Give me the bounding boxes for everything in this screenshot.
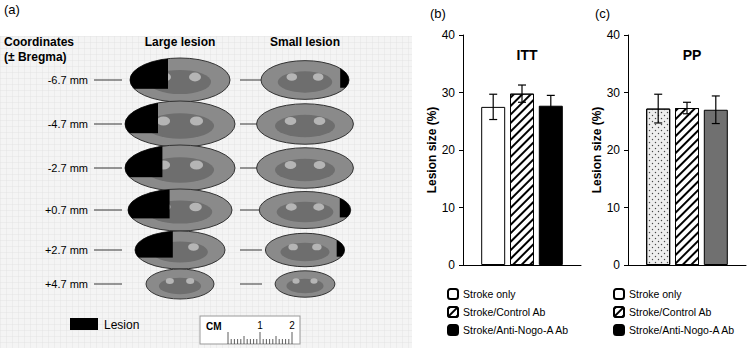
svg-text:10: 10: [607, 201, 621, 215]
svg-text:20: 20: [442, 143, 456, 157]
svg-text:+0.7 mm: +0.7 mm: [45, 204, 88, 216]
svg-text:2: 2: [289, 320, 295, 331]
svg-text:Stroke/Anti-Nogo-A Ab: Stroke/Anti-Nogo-A Ab: [629, 324, 734, 336]
svg-text:Stroke/Control Ab: Stroke/Control Ab: [463, 306, 545, 318]
svg-text:-2.7 mm: -2.7 mm: [48, 162, 88, 174]
svg-text:30: 30: [442, 86, 456, 100]
svg-text:Lesion: Lesion: [104, 318, 139, 332]
svg-text:Coordinates: Coordinates: [4, 35, 74, 49]
svg-text:30: 30: [607, 86, 621, 100]
svg-text:Large lesion: Large lesion: [145, 35, 216, 49]
svg-text:+2.7 mm: +2.7 mm: [45, 244, 88, 256]
svg-text:Lesion size (%): Lesion size (%): [590, 107, 604, 194]
svg-text:Stroke only: Stroke only: [463, 288, 516, 300]
svg-text:ITT: ITT: [517, 47, 538, 63]
svg-text:1: 1: [257, 320, 263, 331]
svg-text:Lesion size (%): Lesion size (%): [425, 107, 439, 194]
svg-text:Small lesion: Small lesion: [270, 35, 340, 49]
svg-text:Stroke only: Stroke only: [629, 288, 682, 300]
svg-text:-4.7 mm: -4.7 mm: [48, 118, 88, 130]
svg-text:(b): (b): [430, 6, 446, 21]
svg-text:40: 40: [442, 28, 456, 42]
svg-text:0: 0: [613, 258, 620, 272]
svg-text:0: 0: [448, 258, 455, 272]
svg-text:CM: CM: [206, 321, 222, 332]
svg-text:10: 10: [442, 201, 456, 215]
svg-text:-6.7 mm: -6.7 mm: [48, 74, 88, 86]
svg-text:40: 40: [607, 28, 621, 42]
svg-text:(c): (c): [595, 6, 610, 21]
svg-text:+4.7 mm: +4.7 mm: [45, 278, 88, 290]
svg-text:Stroke/Control Ab: Stroke/Control Ab: [629, 306, 711, 318]
svg-text:PP: PP: [683, 47, 702, 63]
svg-text:Stroke/Anti-Nogo-A Ab: Stroke/Anti-Nogo-A Ab: [463, 324, 568, 336]
svg-text:20: 20: [607, 143, 621, 157]
svg-text:(a): (a): [4, 2, 20, 17]
svg-text:(± Bregma): (± Bregma): [4, 50, 67, 64]
